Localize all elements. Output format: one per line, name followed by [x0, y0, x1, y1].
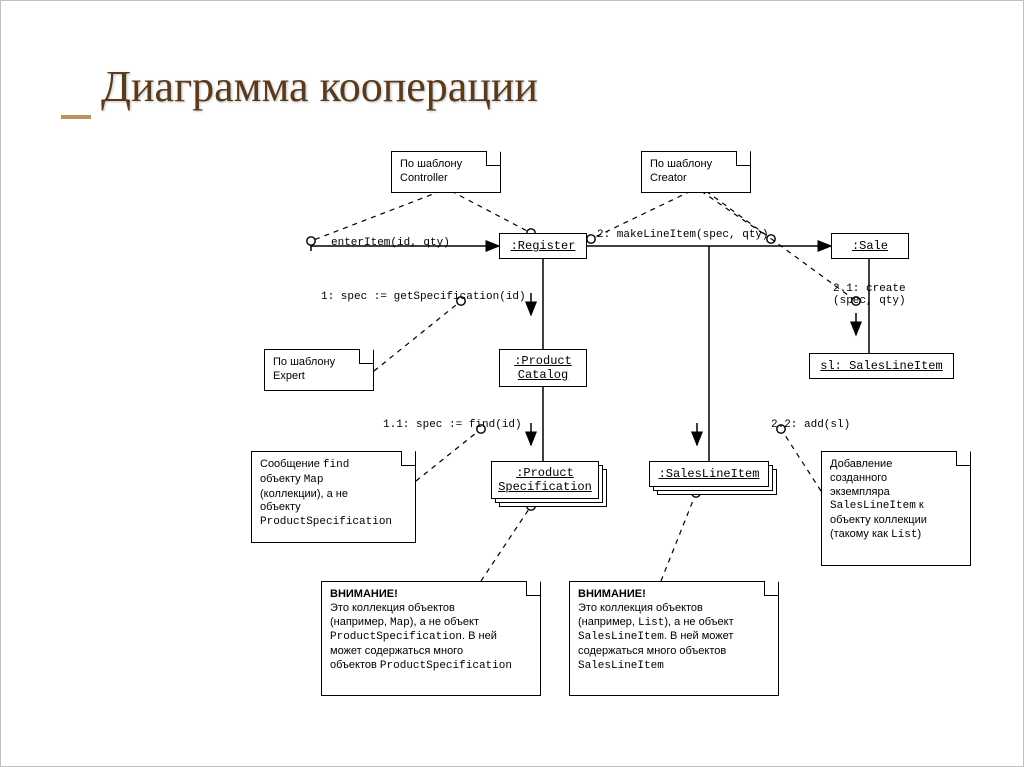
- object-salesLineItem: :SalesLineItem: [649, 461, 769, 487]
- label-makeLine: 2: makeLineItem(spec, qty): [597, 229, 769, 241]
- note-collSLI: ВНИМАНИЕ!Это коллекция объектов(например…: [569, 581, 779, 696]
- note-findNote: Сообщение findобъекту Map(коллекции), а …: [251, 451, 416, 543]
- note-creator: По шаблонуCreator: [641, 151, 751, 193]
- object-salesLineItemObj: sl: SalesLineItem: [809, 353, 954, 379]
- note-expert: По шаблонуExpert: [264, 349, 374, 391]
- note-controller: По шаблонуController: [391, 151, 501, 193]
- object-productSpec: :ProductSpecification: [491, 461, 599, 499]
- note-addNote: ДобавлениесозданногоэкземпляраSalesLineI…: [821, 451, 971, 566]
- slide: Диаграмма кооперации :Register:Sale:Prod…: [0, 0, 1024, 767]
- label-find: 1.1: spec := find(id): [383, 419, 522, 431]
- object-productCatalog: :ProductCatalog: [499, 349, 587, 387]
- label-enterItem: enterItem(id, qty): [331, 237, 450, 249]
- note-collProd: ВНИМАНИЕ!Это коллекция объектов(например…: [321, 581, 541, 696]
- object-register: :Register: [499, 233, 587, 259]
- label-add: 2.2: add(sl): [771, 419, 850, 431]
- object-sale: :Sale: [831, 233, 909, 259]
- label-getSpec: 1: spec := getSpecification(id): [321, 291, 526, 303]
- label-create: 2.1: create (spec, qty): [833, 283, 906, 307]
